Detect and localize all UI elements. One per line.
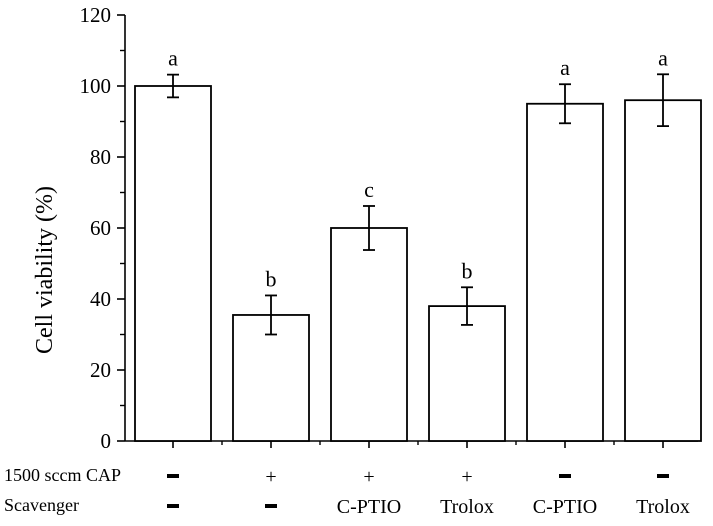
y-axis-label: Cell viability (%) <box>32 186 58 354</box>
bar <box>428 305 506 442</box>
error-bars-group <box>167 73 669 336</box>
plus-sign: + <box>363 466 374 488</box>
y-tick-label: 100 <box>80 74 112 98</box>
y-tick-label: 80 <box>90 145 111 169</box>
significance-label: a <box>560 55 570 80</box>
bar <box>134 85 212 442</box>
bars-group <box>134 85 702 442</box>
bar <box>526 102 604 442</box>
plus-sign: + <box>461 466 472 488</box>
significance-label: a <box>658 45 668 70</box>
significance-label: a <box>168 46 178 71</box>
y-tick-label: 120 <box>80 3 112 27</box>
significance-label: c <box>364 177 374 202</box>
scavenger-label: C-PTIO <box>533 496 597 518</box>
scavenger-label: Trolox <box>440 496 494 518</box>
bar <box>330 227 408 442</box>
minus-sign: — <box>167 474 179 478</box>
minus-sign: — <box>657 474 669 478</box>
scavenger-label: C-PTIO <box>337 496 401 518</box>
scavenger-label: Trolox <box>636 496 690 518</box>
y-tick-label: 20 <box>90 358 111 382</box>
significance-labels-group: a b c b a a <box>168 45 668 291</box>
significance-label: b <box>462 258 473 283</box>
condition-row-label: 1500 sccm CAP <box>4 465 121 485</box>
condition-row-label: Scavenger <box>4 495 79 515</box>
minus-sign: — <box>167 504 179 508</box>
y-tick-label: 0 <box>101 429 112 453</box>
bar <box>232 314 310 442</box>
condition-table-group: 1500 sccm CAP — + + + — — Scavenger — — C-PTIO Trol… <box>4 465 690 518</box>
significance-label: b <box>266 266 277 291</box>
y-tick-label: 60 <box>90 216 111 240</box>
axes-group: 0 20 40 60 80 100 120 <box>80 3 698 453</box>
y-tick-label: 40 <box>90 287 111 311</box>
bar <box>624 99 702 442</box>
plus-sign: + <box>265 466 276 488</box>
minus-sign: — <box>559 474 571 478</box>
minus-sign: — <box>265 504 277 508</box>
